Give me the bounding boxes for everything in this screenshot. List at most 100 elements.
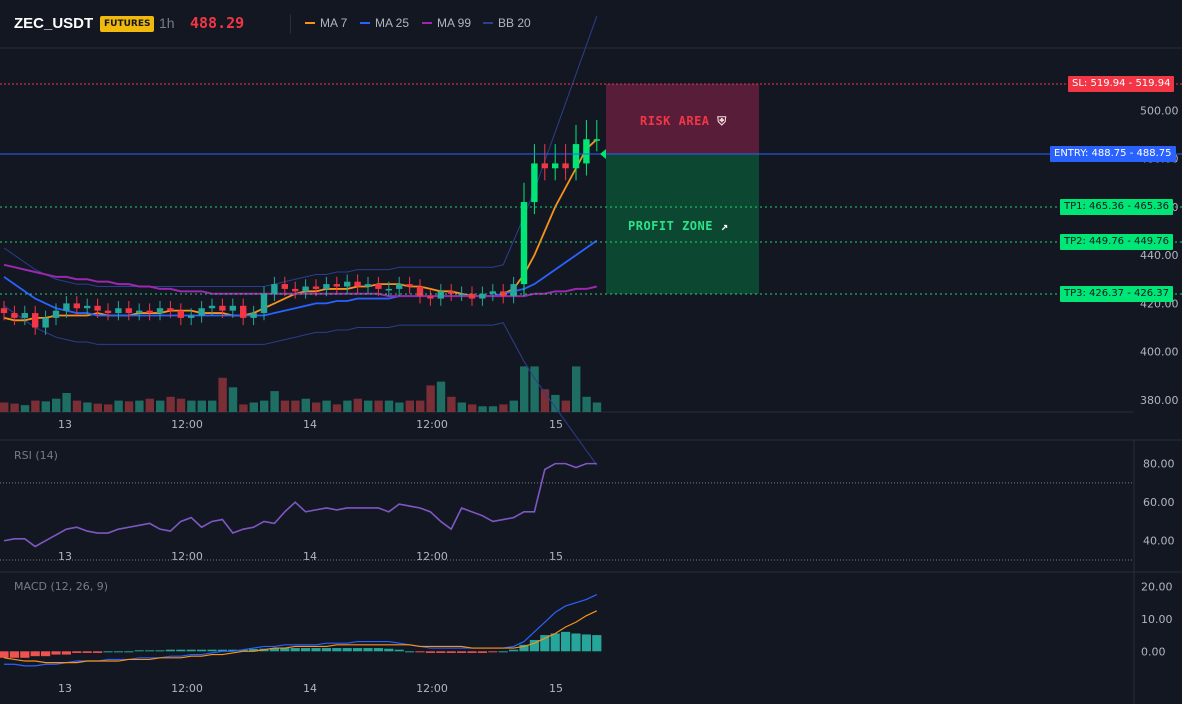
macd-histogram-bar <box>561 631 571 652</box>
entry-marker <box>600 149 606 159</box>
rsi-line <box>3 462 597 548</box>
volume-bar <box>0 402 9 412</box>
candle-body <box>167 308 174 311</box>
candle-body <box>541 163 548 169</box>
legend-swatch <box>422 22 432 24</box>
macd-histogram-bar <box>363 648 373 652</box>
time-tick-label: 14 <box>303 682 317 695</box>
macd-histogram-bar <box>20 651 30 658</box>
candle-body <box>520 202 528 285</box>
macd-histogram-bar <box>332 648 342 652</box>
legend-ma25[interactable]: MA 25 <box>360 16 409 30</box>
volume-bar <box>478 406 487 412</box>
candle-body <box>479 293 486 299</box>
volume-bar <box>312 402 321 412</box>
candle-body <box>510 284 517 297</box>
volume-bar <box>52 398 61 412</box>
tp1-label: TP1: 465.36 <box>1064 201 1125 212</box>
candle-body <box>344 281 351 287</box>
macd-histogram-bar <box>457 651 467 653</box>
ma25-line <box>3 239 598 317</box>
time-tick-label: 14 <box>303 418 317 431</box>
macd-histogram-bar <box>61 651 71 655</box>
chart-header: ZEC_USDT FUTURES 1h 488.29 MA 7 MA 25 MA… <box>0 0 1182 48</box>
rsi-title: RSI (14) <box>14 449 58 462</box>
candle-body <box>437 291 444 299</box>
volume-bar <box>93 403 102 412</box>
macd-histogram-bar <box>249 649 259 652</box>
legend-swatch <box>360 22 370 24</box>
legend-ma7[interactable]: MA 7 <box>305 16 347 30</box>
volume-bar <box>187 400 196 412</box>
volume-bar <box>218 377 227 412</box>
time-tick-label: 12:00 <box>416 418 448 431</box>
macd-histogram-bar <box>30 651 40 657</box>
candle-body <box>125 308 132 314</box>
candle-body <box>115 308 122 314</box>
candle-body <box>177 310 184 318</box>
shield-icon: ⛨ <box>717 114 727 128</box>
macd-histogram-bar <box>228 649 238 652</box>
time-tick-label: 13 <box>58 682 72 695</box>
candle-body <box>292 288 299 292</box>
macd-tick-label: 10.00 <box>1141 613 1173 626</box>
volume-bar <box>145 398 154 412</box>
time-tick-label: 13 <box>58 550 72 563</box>
legend-ma99[interactable]: MA 99 <box>422 16 471 30</box>
macd-tick-label: 20.00 <box>1141 580 1173 593</box>
futures-badge: FUTURES <box>100 16 155 32</box>
legend-swatch <box>483 22 493 24</box>
macd-histogram-bar <box>571 633 581 652</box>
sl-value: 519.94 <box>1135 78 1171 89</box>
candle-body <box>250 313 257 318</box>
volume-bar <box>291 400 300 412</box>
volume-bar <box>301 398 310 412</box>
macd-histogram-bar <box>373 648 383 652</box>
tp2-label: TP2: 449.76 <box>1064 236 1125 247</box>
candle-body <box>281 284 288 289</box>
volume-bar <box>322 400 331 412</box>
volume-bar <box>208 400 217 412</box>
candle-body <box>188 315 195 318</box>
tp3-price-tag: TP3: 426.37 - 426.37 <box>1060 286 1174 302</box>
volume-bar <box>41 401 50 412</box>
sl-price-tag: SL: 519.94 - 519.94 <box>1068 76 1175 92</box>
candle-body <box>427 296 434 299</box>
macd-histogram-bar <box>592 635 602 652</box>
macd-histogram-bar <box>353 648 363 652</box>
macd-histogram-bar <box>103 651 113 653</box>
legend-bb20[interactable]: BB 20 <box>483 16 531 30</box>
candle-body <box>11 313 18 318</box>
volume-bar <box>135 400 144 412</box>
header-divider <box>290 14 291 34</box>
volume-bar <box>364 400 373 412</box>
macd-histogram-bar <box>124 651 134 653</box>
symbol-title[interactable]: ZEC_USDT <box>14 15 94 32</box>
volume-bar <box>488 406 498 412</box>
macd-histogram-bar <box>280 648 290 652</box>
volume-bar <box>124 401 134 412</box>
timeframe-label[interactable]: 1h <box>159 15 175 31</box>
price-tick-label: 500.00 <box>1140 104 1179 117</box>
volume-bar <box>104 404 113 412</box>
volume-bar <box>31 400 40 412</box>
profit-zone-label: PROFIT ZONE ↗ <box>628 219 728 233</box>
volume-bar <box>343 400 352 412</box>
volume-bar <box>395 402 404 412</box>
macd-histogram-bar <box>113 651 123 653</box>
macd-histogram-bar <box>238 649 248 652</box>
volume-bar <box>457 402 466 412</box>
candle-body <box>229 305 236 311</box>
macd-histogram-bar <box>342 648 352 652</box>
candle-body <box>500 291 507 297</box>
macd-histogram-bar <box>0 651 9 658</box>
volume-bar <box>156 400 165 412</box>
volume-bar <box>62 393 71 412</box>
macd-histogram-bar <box>529 639 539 652</box>
candle-body <box>593 139 600 141</box>
risk-area-text: RISK AREA <box>640 114 710 128</box>
macd-histogram-bar <box>321 648 331 652</box>
risk-area-label: RISK AREA ⛨ <box>640 114 727 129</box>
candle-body <box>260 293 268 314</box>
